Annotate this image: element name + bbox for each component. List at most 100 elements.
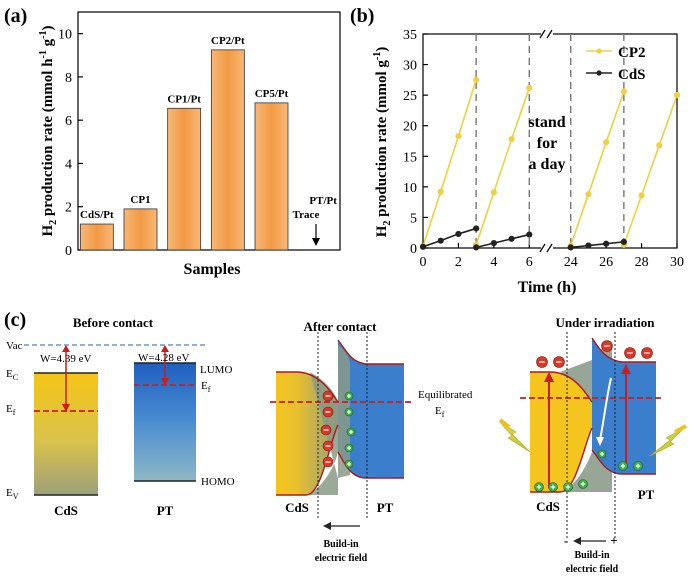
equilibrated-label: Equilibrated	[418, 389, 473, 401]
before-cds-label: CdS	[54, 503, 78, 518]
ev-label: EV	[6, 487, 19, 501]
irr-plus-sign: +	[610, 533, 617, 548]
x-tick-label: 6	[526, 255, 533, 270]
series-line	[570, 241, 624, 249]
irr-cds-cb-curve	[530, 371, 593, 403]
after-contact-charges	[320, 390, 356, 469]
after-pt-label: PT	[377, 500, 394, 515]
y-tick-label: 8	[65, 71, 72, 86]
cds-work-function-arrowhead-bottom	[62, 404, 70, 412]
irr-cds-label: CdS	[536, 499, 560, 514]
series-line	[569, 91, 625, 246]
y-tick-label: 5	[410, 211, 417, 226]
x-tick-label: 28	[635, 255, 649, 270]
annotation-stand: stand	[528, 114, 565, 131]
y-tick-label: 0	[410, 242, 417, 257]
y-tick-label: 10	[403, 181, 417, 196]
panel-a-y-axis: 0 2 4 6 8 10	[58, 28, 83, 259]
irr-cds-vb-curve	[530, 427, 593, 493]
x-tick-label: 24	[564, 255, 578, 270]
bar-label: CP5/Pt	[255, 88, 289, 100]
x-tick-label: 4	[490, 255, 497, 270]
annotation-trace: Trace	[293, 209, 320, 221]
irr-charge-transfer-arrow	[599, 377, 612, 441]
lumo-label: LUMO	[200, 364, 232, 376]
irr-pt-label: PT	[638, 487, 655, 502]
series-line	[422, 227, 477, 248]
irr-minus-sign: -	[564, 533, 568, 548]
axis-break-top-mask	[541, 29, 553, 39]
data-point	[656, 142, 663, 149]
irr-pt-region	[592, 338, 656, 474]
data-point	[490, 189, 497, 196]
pt-work-function-label: W=4.28 eV	[138, 352, 189, 364]
axis-break-bottom	[539, 243, 553, 253]
x-tick-label: 2	[455, 255, 462, 270]
irr-charge-transfer-arrowhead	[596, 437, 604, 446]
panel-a-bars: CdS/Pt CP1 CP1/Pt CP2/Pt CP5/Pt PT/Pt	[79, 35, 337, 251]
after-cds-label: CdS	[285, 500, 309, 515]
bar	[79, 223, 114, 251]
pt-ef-label: Ef	[201, 380, 211, 394]
y-tick-label: 6	[65, 114, 72, 129]
equilibrated-ef-label: Ef	[435, 405, 445, 419]
after-pt-homo-curve	[337, 451, 404, 479]
bar-label: CP1/Pt	[167, 93, 201, 105]
before-contact-diagram: Before contact Vac W=4.39 eV EC Ef EV Cd…	[6, 315, 235, 518]
panel-c: (c) Before contact Vac W=4.39 eV EC Ef E…	[4, 309, 687, 575]
after-pt-region	[338, 340, 404, 478]
irradiation-title: Under irradiation	[555, 315, 655, 330]
data-point	[437, 237, 444, 244]
data-point	[567, 244, 574, 251]
panel-a-xlabel: Samples	[184, 261, 241, 278]
y-tick-label: 35	[403, 28, 417, 43]
data-point	[620, 238, 627, 245]
bar	[123, 208, 158, 251]
x-tick-label: 26	[599, 255, 613, 270]
y-tick-label: 10	[58, 28, 72, 43]
data-point	[526, 84, 533, 91]
light-bolt-right-tail-icon	[674, 424, 687, 434]
trace-arrow-head	[312, 238, 320, 246]
light-bolt-left-tail-icon	[498, 418, 511, 429]
panel-b-legend: CP2 CdS	[586, 45, 646, 83]
bar-label: CP1	[130, 194, 150, 206]
annotation-a-day: a day	[529, 156, 566, 173]
after-cds-vb-curve	[276, 424, 339, 496]
panel-b-label: (b)	[350, 5, 374, 27]
panel-a-frame	[77, 11, 341, 251]
after-field-label-1: Build-in	[323, 539, 358, 550]
legend-label-cp2: CP2	[618, 45, 646, 61]
irr-pt-lumo-curve	[591, 337, 656, 363]
legend-marker-cds	[596, 70, 602, 76]
annotation-for: for	[537, 135, 557, 152]
data-point	[473, 244, 480, 251]
data-point	[473, 225, 480, 232]
after-cds-cb-curve	[276, 371, 339, 403]
irr-field-label-2: electric field	[566, 564, 619, 575]
axis-break-top	[539, 29, 553, 39]
ef-label: Ef	[6, 403, 16, 417]
after-pt-lumo-curve	[337, 339, 404, 365]
series-line	[475, 87, 531, 246]
data-point	[585, 191, 592, 198]
irr-pt-homo-curve	[591, 449, 656, 475]
data-point	[620, 88, 627, 95]
ec-label: EC	[6, 368, 18, 382]
legend-label-cds: CdS	[618, 67, 646, 83]
vac-label: Vac	[6, 340, 23, 352]
y-tick-label: 2	[65, 201, 72, 216]
light-bolt-left-icon	[499, 421, 531, 453]
irr-field-label-1: Build-in	[574, 550, 609, 561]
cds-work-function-arrowhead-top	[62, 345, 70, 352]
data-point	[455, 133, 462, 140]
data-point	[473, 76, 480, 83]
before-contact-title: Before contact	[73, 315, 154, 330]
bar-label: CP2/Pt	[211, 35, 245, 47]
data-point	[585, 242, 592, 249]
bar-label: PT/Pt	[309, 195, 337, 207]
data-point	[508, 136, 515, 143]
before-pt-label: PT	[157, 503, 174, 518]
